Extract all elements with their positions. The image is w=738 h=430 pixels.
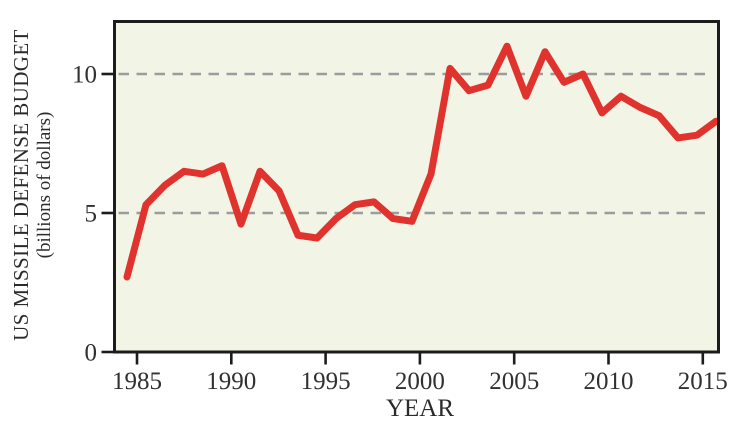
plot-area <box>114 21 719 352</box>
y-tick-label-10: 10 <box>72 62 97 89</box>
axis-frame <box>113 20 720 354</box>
x-tick-label-2000: 2000 <box>395 368 445 395</box>
y-axis-title: US MISSILE DEFENSE BUDGET <box>9 29 33 341</box>
x-tick-label-2010: 2010 <box>584 368 634 395</box>
x-tick-label-2005: 2005 <box>489 368 539 395</box>
x-tick-label-1985: 1985 <box>112 368 162 395</box>
x-tick-label-2015: 2015 <box>678 368 728 395</box>
x-axis-title: YEAR <box>385 395 455 422</box>
y-axis-subtitle: (billions of dollars) <box>34 111 55 259</box>
y-tick-label-0: 0 <box>85 340 98 367</box>
x-tick-label-1990: 1990 <box>206 368 256 395</box>
x-tick-label-1995: 1995 <box>301 368 351 395</box>
y-axis-title-block: US MISSILE DEFENSE BUDGET (billions of d… <box>9 20 56 350</box>
y-tick-label-5: 5 <box>85 201 98 228</box>
data-line-budget <box>123 42 720 281</box>
